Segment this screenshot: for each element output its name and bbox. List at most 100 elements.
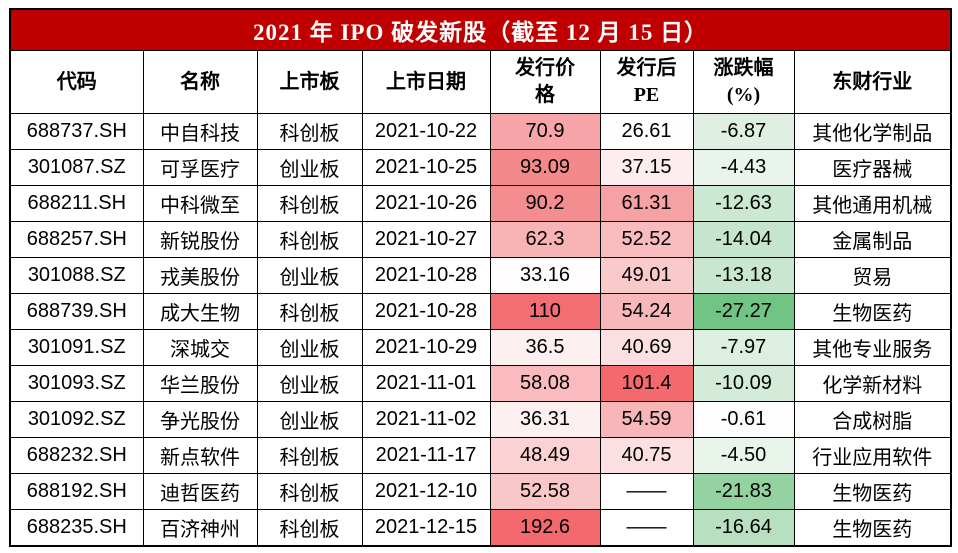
- table-row: 688235.SH 百济神州 科创板 2021-12-15 192.6 —— -…: [9, 509, 952, 547]
- cell-date: 2021-11-01: [361, 365, 491, 402]
- header-line: 格: [535, 84, 555, 106]
- cell-code: 301092.SZ: [9, 401, 144, 438]
- cell-change: -10.09: [692, 365, 795, 402]
- table-row: 688192.SH 迪哲医药 科创板 2021-12-10 52.58 —— -…: [9, 473, 952, 510]
- cell-issue-price: 110: [489, 293, 601, 330]
- column-header-code: 代码: [9, 50, 144, 114]
- cell-board: 科创板: [256, 437, 363, 474]
- column-header-board: 上市板: [256, 50, 363, 114]
- cell-board: 创业板: [256, 365, 363, 402]
- header-line: 发行后: [616, 57, 677, 79]
- cell-date: 2021-10-28: [361, 257, 491, 294]
- header-line: (%): [726, 84, 761, 106]
- cell-issue-price: 36.5: [489, 329, 601, 366]
- cell-pe: 40.75: [599, 437, 694, 474]
- table-row: 301091.SZ 深城交 创业板 2021-10-29 36.5 40.69 …: [9, 329, 952, 366]
- table-row: 301092.SZ 争光股份 创业板 2021-11-02 36.31 54.5…: [9, 401, 952, 438]
- cell-change: -4.50: [692, 437, 795, 474]
- header-line: 上市日期: [386, 70, 466, 93]
- cell-pe: 40.69: [599, 329, 694, 366]
- cell-change: -0.61: [692, 401, 795, 438]
- title-row: 2021 年 IPO 破发新股（截至 12 月 15 日）: [9, 8, 952, 51]
- cell-date: 2021-11-17: [361, 437, 491, 474]
- cell-date: 2021-11-02: [361, 401, 491, 438]
- cell-name: 中科微至: [142, 185, 258, 222]
- table-title: 2021 年 IPO 破发新股（截至 12 月 15 日）: [9, 8, 952, 51]
- cell-board: 创业板: [256, 257, 363, 294]
- cell-name: 成大生物: [142, 293, 258, 330]
- table-row: 688232.SH 新点软件 科创板 2021-11-17 48.49 40.7…: [9, 437, 952, 474]
- cell-date: 2021-12-15: [361, 509, 491, 547]
- table-row: 301088.SZ 戎美股份 创业板 2021-10-28 33.16 49.0…: [9, 257, 952, 294]
- cell-industry: 生物医药: [793, 509, 952, 547]
- cell-board: 创业板: [256, 401, 363, 438]
- cell-name: 新点软件: [142, 437, 258, 474]
- cell-date: 2021-10-22: [361, 113, 491, 150]
- cell-board: 创业板: [256, 329, 363, 366]
- cell-industry: 医疗器械: [793, 149, 952, 186]
- cell-issue-price: 36.31: [489, 401, 601, 438]
- cell-date: 2021-10-27: [361, 221, 491, 258]
- cell-board: 科创板: [256, 113, 363, 150]
- cell-code: 688739.SH: [9, 293, 144, 330]
- table-row: 688257.SH 新锐股份 科创板 2021-10-27 62.3 52.52…: [9, 221, 952, 258]
- cell-name: 戎美股份: [142, 257, 258, 294]
- cell-name: 争光股份: [142, 401, 258, 438]
- header-line: 名称: [180, 70, 220, 93]
- cell-code: 688235.SH: [9, 509, 144, 547]
- cell-code: 688737.SH: [9, 113, 144, 150]
- cell-industry: 生物医药: [793, 293, 952, 330]
- cell-issue-price: 48.49: [489, 437, 601, 474]
- cell-pe: 61.31: [599, 185, 694, 222]
- column-header-issue-price: 发行价格: [489, 50, 601, 114]
- cell-pe: ——: [599, 509, 694, 547]
- cell-code: 688257.SH: [9, 221, 144, 258]
- cell-code: 688211.SH: [9, 185, 144, 222]
- cell-change: -4.43: [692, 149, 795, 186]
- cell-date: 2021-10-25: [361, 149, 491, 186]
- cell-pe: ——: [599, 473, 694, 510]
- cell-issue-price: 90.2: [489, 185, 601, 222]
- cell-pe: 52.52: [599, 221, 694, 258]
- cell-industry: 生物医药: [793, 473, 952, 510]
- cell-industry: 贸易: [793, 257, 952, 294]
- cell-change: -12.63: [692, 185, 795, 222]
- cell-change: -14.04: [692, 221, 795, 258]
- table-row: 301087.SZ 可孚医疗 创业板 2021-10-25 93.09 37.1…: [9, 149, 952, 186]
- cell-pe: 49.01: [599, 257, 694, 294]
- cell-name: 新锐股份: [142, 221, 258, 258]
- ipo-table: 2021 年 IPO 破发新股（截至 12 月 15 日） 代码 名称 上市板 …: [9, 8, 953, 547]
- column-header-industry: 东财行业: [793, 50, 952, 114]
- cell-name: 华兰股份: [142, 365, 258, 402]
- cell-issue-price: 192.6: [489, 509, 601, 547]
- cell-industry: 行业应用软件: [793, 437, 952, 474]
- cell-pe: 37.15: [599, 149, 694, 186]
- cell-date: 2021-10-29: [361, 329, 491, 366]
- cell-board: 科创板: [256, 185, 363, 222]
- cell-code: 688192.SH: [9, 473, 144, 510]
- cell-board: 科创板: [256, 509, 363, 547]
- cell-name: 百济神州: [142, 509, 258, 547]
- cell-industry: 其他专业服务: [793, 329, 952, 366]
- cell-issue-price: 33.16: [489, 257, 601, 294]
- column-header-post-issue-pe: 发行后 PE: [599, 50, 694, 114]
- table-row: 688737.SH 中自科技 科创板 2021-10-22 70.9 26.61…: [9, 113, 952, 150]
- cell-board: 创业板: [256, 149, 363, 186]
- cell-issue-price: 70.9: [489, 113, 601, 150]
- cell-change: -7.97: [692, 329, 795, 366]
- cell-industry: 合成树脂: [793, 401, 952, 438]
- header-line: 上市板: [279, 70, 340, 93]
- cell-code: 301087.SZ: [9, 149, 144, 186]
- cell-date: 2021-10-26: [361, 185, 491, 222]
- cell-issue-price: 62.3: [489, 221, 601, 258]
- cell-issue-price: 93.09: [489, 149, 601, 186]
- header-line: 发行价: [515, 57, 575, 79]
- cell-industry: 其他化学制品: [793, 113, 952, 150]
- cell-code: 688232.SH: [9, 437, 144, 474]
- header-line: 涨跌幅: [713, 57, 774, 79]
- column-header-list-date: 上市日期: [361, 50, 491, 114]
- table-row: 688739.SH 成大生物 科创板 2021-10-28 110 54.24 …: [9, 293, 952, 330]
- header-row: 代码 名称 上市板 上市日期 发行价格 发行后 PE 涨跌幅 (%) 东财行业: [9, 50, 952, 114]
- cell-code: 301093.SZ: [9, 365, 144, 402]
- table-row: 301093.SZ 华兰股份 创业板 2021-11-01 58.08 101.…: [9, 365, 952, 402]
